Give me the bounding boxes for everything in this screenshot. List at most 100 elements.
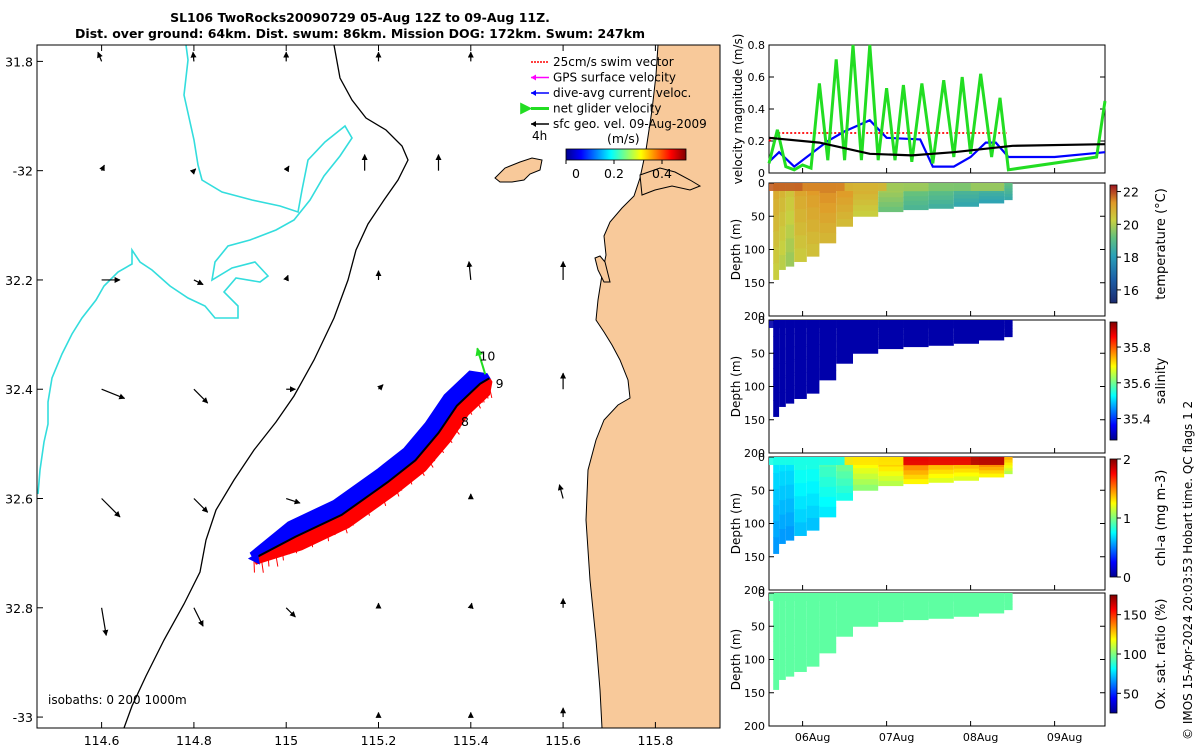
- profile-cell: [953, 331, 979, 337]
- swim-vector: [485, 380, 489, 396]
- profile-cell: [1004, 191, 1013, 195]
- profile-cell: [1004, 196, 1013, 201]
- profile-cell: [853, 479, 879, 486]
- swim-vector: [341, 514, 348, 534]
- profile-cell: [819, 329, 837, 341]
- time-tick-label: 09Aug: [1047, 731, 1082, 744]
- profile-cell: [953, 327, 979, 333]
- profile-cell: [953, 476, 979, 481]
- profile-ytick-label: 150: [744, 277, 765, 290]
- profile-cell: [853, 188, 879, 195]
- track-day-labels: 109 8: [461, 348, 504, 429]
- profile-cell: [785, 648, 795, 663]
- profile-cell: [794, 196, 807, 210]
- profile-cell: [903, 200, 929, 206]
- profile-cell: [785, 224, 795, 239]
- profile-cell: [903, 196, 929, 202]
- swim-vector: [453, 409, 462, 423]
- profile-ytick-label: 200: [744, 310, 765, 323]
- profile-cell: [779, 471, 786, 487]
- profile-cell: [773, 593, 780, 610]
- colorbar-tick-label: 0.2: [604, 166, 624, 181]
- profile-cell: [779, 211, 786, 227]
- current-arrow: [189, 168, 197, 175]
- velocity-ylabel: velocity magnitude (m/s): [731, 34, 745, 185]
- profile-cell: [806, 332, 820, 345]
- profile-cell: [928, 332, 954, 338]
- current-arrow: [283, 274, 289, 282]
- legend-swatch-head: [531, 74, 536, 81]
- colorbar-tick-label: 16: [1123, 283, 1139, 298]
- profile-surface-cell: [886, 183, 929, 191]
- profile-ytick-label: 50: [751, 210, 765, 223]
- land-island: [494, 157, 543, 183]
- swim-vector: [468, 394, 475, 410]
- profile-cell: [773, 489, 780, 506]
- profile-cell: [806, 629, 820, 643]
- swim-vector: [410, 463, 416, 479]
- track-day-label: 9: [496, 376, 504, 391]
- profile-cell: [979, 326, 1005, 331]
- profile-cell: [1004, 595, 1013, 600]
- profile-cell: [878, 612, 904, 618]
- isobath-note: isobaths: 0 200 1000m: [48, 693, 187, 707]
- profile-cell: [1004, 606, 1013, 611]
- profile-cell: [853, 468, 879, 475]
- profile-cell: [836, 493, 853, 501]
- map-ytick-label: 32.2: [5, 273, 33, 288]
- colorbar-label: chl-a (mg m-3): [1154, 470, 1169, 567]
- profile-cell: [853, 604, 879, 611]
- swim-vector: [479, 383, 485, 403]
- profile-cell: [773, 320, 780, 337]
- profile-cell: [819, 506, 837, 518]
- profile-cell: [785, 333, 795, 349]
- profile-cell: [979, 599, 1005, 604]
- profile-cell: [773, 505, 780, 522]
- profile-cell: [928, 191, 954, 197]
- velocity-ytick-label: 0.6: [748, 71, 766, 84]
- profile-cell: [785, 526, 795, 541]
- isobath-200m: [37, 45, 353, 495]
- swim-vector: [481, 382, 485, 400]
- legend-entry: sfc geo. vel. 09-Aug-2009: [531, 117, 707, 131]
- profile-cell: [979, 336, 1005, 341]
- profile-ytick-label: 100: [744, 518, 765, 531]
- swim-vector: [267, 551, 270, 567]
- profile-cell: [903, 465, 929, 471]
- profile-cell: [836, 348, 853, 357]
- profile-cell: [806, 505, 820, 519]
- profile-panel-temperature: 0 50 100 150 200 Depth (m) 16 18 20 22 temperature…: [729, 177, 1169, 323]
- legend-entry: 25cm/s swim vector: [531, 55, 674, 69]
- speed-colorbar-ticks: 0 0.2 0.4: [565, 160, 672, 181]
- profile-cell: [878, 480, 904, 487]
- velocity-ytick-label: 0.4: [748, 103, 766, 116]
- colorbar-tick-label: 0: [1123, 570, 1131, 585]
- profile-cell: [953, 472, 979, 477]
- profile-cell: [1004, 183, 1013, 187]
- map-ytick-label: 32.4: [5, 382, 33, 397]
- profile-surface-cell: [769, 183, 803, 191]
- profile-cell: [928, 341, 954, 346]
- profile-cell: [819, 369, 837, 381]
- profile-cell: [819, 222, 837, 234]
- profile-colorbar: [1109, 458, 1118, 578]
- profile-cell: [819, 622, 837, 634]
- profile-cell: [928, 336, 954, 342]
- profile-cell: [1004, 459, 1013, 464]
- profile-cell: [903, 333, 929, 339]
- profile-cell: [785, 498, 795, 513]
- profile-cell: [836, 356, 853, 364]
- profile-cell: [953, 202, 979, 207]
- profile-cell: [979, 189, 1005, 194]
- map-xtick-label: 115.4: [453, 733, 489, 748]
- profile-cell: [819, 212, 837, 224]
- profile-ytick-label: 150: [744, 414, 765, 427]
- profile-surface-cell: [844, 183, 887, 191]
- swim-vector: [294, 536, 298, 554]
- profile-cell: [779, 240, 786, 256]
- profile-cell: [1004, 328, 1013, 332]
- profile-cell: [773, 657, 780, 674]
- profile-cell: [794, 483, 807, 497]
- profile-cell: [779, 500, 786, 516]
- profile-cell: [779, 514, 786, 530]
